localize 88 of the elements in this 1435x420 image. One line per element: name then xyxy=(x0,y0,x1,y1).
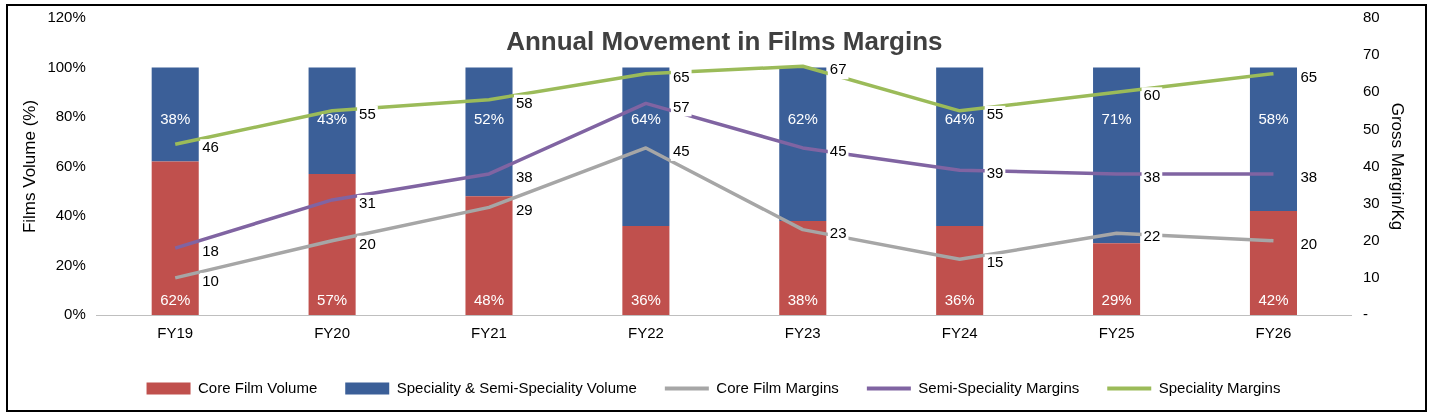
data-label: 58% xyxy=(1258,109,1289,127)
data-label: 38% xyxy=(160,109,191,127)
data-label: 15 xyxy=(986,253,1004,271)
data-label: 45 xyxy=(672,142,690,160)
bar xyxy=(622,225,670,315)
bar xyxy=(465,67,513,197)
data-label: 62% xyxy=(160,291,191,309)
y-tick-label: 20% xyxy=(55,255,86,273)
bar xyxy=(1093,67,1141,244)
y2-tick-label: 30 xyxy=(1362,193,1380,211)
legend-label: Semi-Speciality Margins xyxy=(918,378,1080,396)
y2-tick-label: 70 xyxy=(1362,45,1380,63)
data-label: 29 xyxy=(516,201,533,219)
data-label: 57 xyxy=(672,97,690,115)
bar xyxy=(1093,243,1141,315)
data-label: 31 xyxy=(359,194,376,212)
y-tick-label: 80% xyxy=(55,107,86,125)
data-label: 18 xyxy=(202,242,219,260)
y2-tick-label: 40 xyxy=(1362,156,1380,174)
data-label: 38 xyxy=(516,168,533,186)
data-label: 71% xyxy=(1101,109,1132,127)
data-label: 36% xyxy=(944,291,975,309)
data-label: 29% xyxy=(1101,291,1132,309)
y-tick-label: 0% xyxy=(64,305,86,323)
bar xyxy=(936,67,984,226)
x-tick-label: FY25 xyxy=(1098,324,1135,342)
x-tick-label: FY20 xyxy=(314,324,351,342)
y2-tick-label: 80 xyxy=(1362,8,1380,26)
data-label: 52% xyxy=(473,109,505,127)
y2-tick-label: 50 xyxy=(1362,119,1380,137)
x-tick-label: FY19 xyxy=(157,324,194,342)
y-tick-label: 60% xyxy=(55,156,86,174)
bar xyxy=(779,220,827,315)
y2-tick-label: - xyxy=(1362,305,1368,323)
data-label: 62% xyxy=(787,109,818,127)
bar xyxy=(151,161,199,315)
chart-title: Annual Movement in Films Margins xyxy=(506,26,943,57)
data-label: 10 xyxy=(202,272,219,290)
data-label: 57% xyxy=(317,291,348,309)
legend-label: Core Film Volume xyxy=(198,378,318,396)
x-tick-label: FY23 xyxy=(784,324,821,342)
data-label: 20 xyxy=(1300,234,1318,252)
legend-label: Core Film Margins xyxy=(716,378,839,396)
y2-tick-label: 20 xyxy=(1362,230,1380,248)
bar xyxy=(1249,67,1297,212)
y2-axis-title: Gross Margin/Kg xyxy=(1388,102,1408,231)
bar xyxy=(308,173,356,315)
data-label: 39 xyxy=(986,164,1004,182)
data-label: 43% xyxy=(317,109,348,127)
data-label: 45 xyxy=(829,142,847,160)
data-label: 46 xyxy=(202,138,219,156)
x-tick-label: FY24 xyxy=(941,324,978,342)
bar xyxy=(151,67,199,162)
data-label: 55 xyxy=(986,104,1004,122)
data-label: 67 xyxy=(829,60,847,78)
bar xyxy=(622,67,670,226)
data-label: 38% xyxy=(787,291,818,309)
data-label: 65 xyxy=(672,67,690,85)
data-label: 65 xyxy=(1300,67,1318,85)
x-tick-label: FY26 xyxy=(1255,324,1292,342)
bar xyxy=(936,225,984,315)
data-label: 58 xyxy=(516,93,533,111)
x-tick-label: FY22 xyxy=(627,324,664,342)
y2-tick-label: 10 xyxy=(1362,268,1380,286)
data-label: 38 xyxy=(1300,168,1318,186)
data-label: 55 xyxy=(359,104,376,122)
bar xyxy=(465,196,513,315)
legend-label: Speciality Margins xyxy=(1158,378,1281,396)
data-label: 20 xyxy=(359,234,376,252)
bar xyxy=(308,67,356,174)
y2-tick-label: 60 xyxy=(1362,82,1380,100)
legend-label: Speciality & Semi-Speciality Volume xyxy=(396,378,637,396)
data-label: 36% xyxy=(630,291,661,309)
x-tick-label: FY21 xyxy=(471,324,507,342)
data-label: 60 xyxy=(1143,86,1161,104)
y-tick-label: 40% xyxy=(55,206,86,224)
data-label: 64% xyxy=(630,109,661,127)
y-tick-label: 100% xyxy=(47,57,86,75)
data-label: 22 xyxy=(1143,227,1161,245)
bar xyxy=(779,67,827,221)
data-label: 38 xyxy=(1143,168,1161,186)
y-tick-label: 120% xyxy=(47,8,86,26)
bar xyxy=(1249,211,1297,315)
data-label: 23 xyxy=(829,223,847,241)
y-axis-title: Films Volume (%) xyxy=(19,99,39,234)
data-label: 64% xyxy=(944,109,975,127)
data-label: 48% xyxy=(473,291,505,309)
data-label: 42% xyxy=(1258,291,1289,309)
